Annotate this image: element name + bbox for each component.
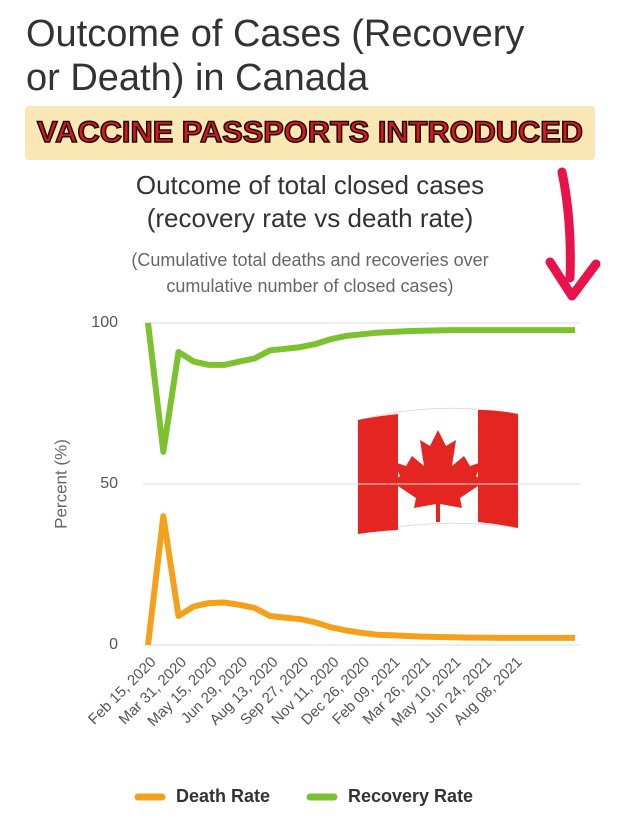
series-line [145, 513, 575, 646]
series-line [145, 322, 575, 455]
legend-label: Death Rate [176, 786, 270, 806]
page-title: or Death) in Canada [26, 57, 369, 99]
canada-flag [357, 407, 519, 535]
y-tick-label: 0 [109, 636, 118, 653]
y-tick-label: 50 [100, 475, 118, 492]
page-title: Outcome of Cases (Recovery [26, 13, 524, 55]
chart-title: (recovery rate vs death rate) [147, 203, 474, 233]
chart-subtitle: cumulative number of closed cases) [166, 276, 453, 296]
chart-subtitle: (Cumulative total deaths and recoveries … [131, 250, 488, 270]
arrow [557, 167, 575, 283]
legend-label: Recovery Rate [348, 786, 473, 806]
y-tick-label: 100 [91, 314, 118, 331]
arrow-head [545, 257, 601, 301]
banner: VACCINE PASSPORTS INTRODUCED [37, 116, 583, 149]
banner-bg [25, 106, 595, 160]
chart-title: Outcome of total closed cases [136, 170, 484, 200]
y-axis-label: Percent (%) [51, 439, 70, 529]
